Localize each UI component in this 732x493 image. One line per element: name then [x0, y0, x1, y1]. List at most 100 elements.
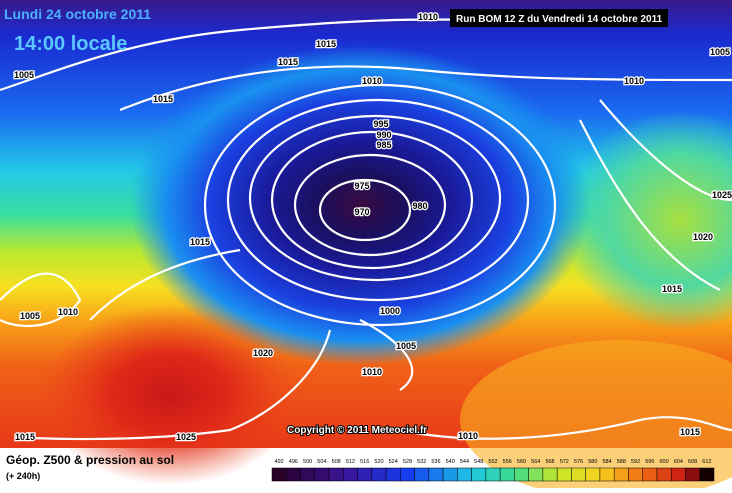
isobar-label: 1005 — [710, 47, 730, 57]
copyright: Copyright © 2011 Meteociel.fr — [287, 425, 427, 436]
scale-label: 572 — [560, 459, 569, 465]
scale-label: 588 — [617, 459, 626, 465]
scale-label: 496 — [289, 459, 298, 465]
scale-swatch — [357, 467, 373, 482]
isobar-label: 1015 — [680, 427, 700, 437]
date: Lundi 24 octobre 2011 — [4, 6, 151, 22]
scale-label: 548 — [474, 459, 483, 465]
isobar-label: 975 — [354, 181, 369, 191]
scale-label: 520 — [374, 459, 383, 465]
isobar-label: 980 — [412, 201, 427, 211]
isobar-label: 1015 — [316, 39, 336, 49]
isobar-label: 1015 — [278, 57, 298, 67]
scale-label: 564 — [531, 459, 540, 465]
scale-swatch — [400, 467, 415, 482]
scale-swatch — [286, 467, 301, 482]
isobar-label: 1010 — [458, 431, 478, 441]
isobar-label: 1020 — [253, 348, 273, 358]
scale-swatch — [613, 467, 629, 482]
scale-swatch — [599, 467, 615, 482]
scale-label: 512 — [346, 459, 355, 465]
scale-swatch — [514, 467, 529, 482]
isobar-label: 1010 — [624, 76, 644, 86]
scale-label: 492 — [275, 459, 284, 465]
run-box — [450, 9, 668, 27]
scale-label: 604 — [674, 459, 683, 465]
isobar-label: 970 — [354, 207, 369, 217]
scale-swatch — [428, 467, 444, 482]
scale-label: 592 — [631, 459, 640, 465]
scale-swatch — [385, 467, 401, 482]
legend-lead: (+ 240h) — [6, 471, 40, 481]
scale-swatch — [442, 467, 458, 482]
isobar-label: 990 — [376, 130, 391, 140]
run: Run BOM 12 Z du Vendredi 14 octobre 2011 — [456, 14, 663, 25]
scale-label: 608 — [688, 459, 697, 465]
scale-swatch — [656, 467, 672, 482]
scale-swatch — [499, 467, 515, 482]
scale-swatch — [343, 467, 358, 482]
isobar-label: 1025 — [712, 190, 732, 200]
scale-swatch — [314, 467, 330, 482]
scale-label: 528 — [403, 459, 412, 465]
scale-label: 612 — [702, 459, 711, 465]
scale-swatch — [328, 467, 344, 482]
scale-swatch — [485, 467, 501, 482]
scale-swatch — [628, 467, 643, 482]
isobar-label: 1000 — [380, 306, 400, 316]
scale-label: 552 — [488, 459, 497, 465]
scale-label: 544 — [460, 459, 469, 465]
scale-label: 580 — [588, 459, 597, 465]
scale-swatch — [585, 467, 601, 482]
legend-title: Géop. Z500 & pression au sol — [6, 453, 174, 467]
isobar-label: 995 — [373, 119, 388, 129]
isobar-label: 1015 — [15, 432, 35, 442]
isobar-label: 1025 — [176, 432, 196, 442]
isobar-label: 1020 — [693, 232, 713, 242]
isobar-label: 1005 — [396, 341, 416, 351]
scale-label: 556 — [503, 459, 512, 465]
scale-swatch — [300, 467, 316, 482]
scale-label: 532 — [417, 459, 426, 465]
scale-swatch — [699, 467, 715, 482]
isobar-label: 1015 — [153, 94, 173, 104]
isobars — [0, 18, 732, 441]
scale-swatch — [670, 467, 686, 482]
scale-label: 600 — [660, 459, 669, 465]
scale-swatch — [542, 467, 558, 482]
scale-label: 500 — [303, 459, 312, 465]
scale-label: 560 — [517, 459, 526, 465]
isobar-label: 1015 — [190, 237, 210, 247]
time: 14:00 locale — [14, 33, 127, 55]
scale-swatch — [556, 467, 572, 482]
isobar-label: 1010 — [362, 76, 382, 86]
scale-swatch — [571, 467, 586, 482]
isobar-label: 1015 — [662, 284, 682, 294]
scale-swatch — [371, 467, 387, 482]
scale-label: 596 — [645, 459, 654, 465]
isobar-label: 1005 — [14, 70, 34, 80]
scale-label: 508 — [332, 459, 341, 465]
isobar-label: 1010 — [58, 307, 78, 317]
scale-label: 540 — [446, 459, 455, 465]
scale-label: 584 — [602, 459, 611, 465]
scale-label: 576 — [574, 459, 583, 465]
scale-swatch — [528, 467, 544, 482]
scale-swatch — [471, 467, 487, 482]
scale-swatch — [414, 467, 430, 482]
scale-label: 536 — [431, 459, 440, 465]
scale-swatch — [685, 467, 700, 482]
color-scale: 492 496 500 504 508 512 516 520 524 528 532 536 540 5… — [271, 459, 715, 482]
scale-label: 504 — [317, 459, 326, 465]
scale-label: 524 — [389, 459, 398, 465]
scale-swatch — [457, 467, 472, 482]
scale-label: 516 — [360, 459, 369, 465]
isobar-label: 1005 — [20, 311, 40, 321]
scale-swatch — [271, 467, 287, 482]
scale-swatch — [642, 467, 658, 482]
isobar-label: 985 — [376, 140, 391, 150]
isobar-label: 1010 — [418, 12, 438, 22]
